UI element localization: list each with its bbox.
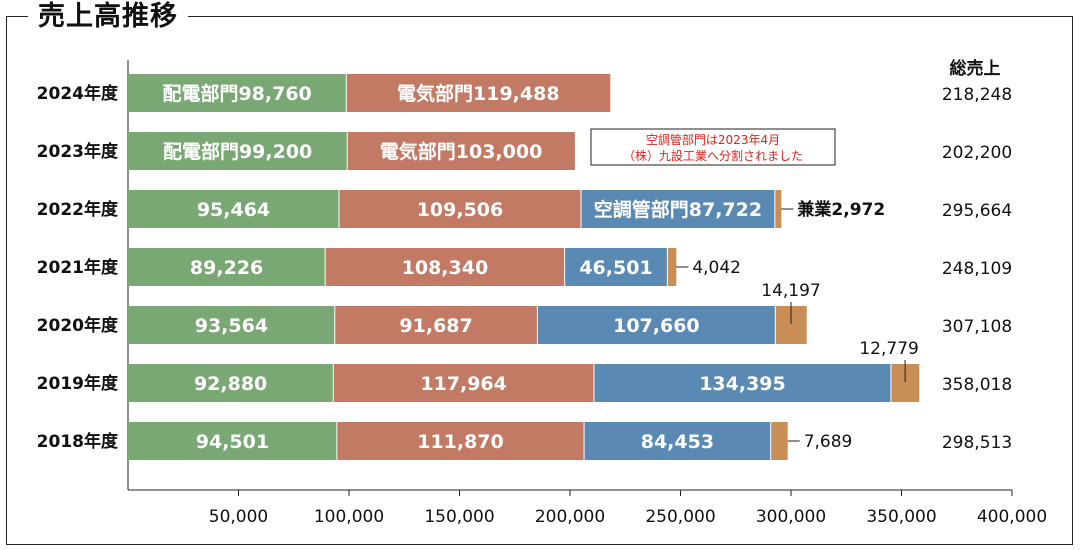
- bar-value-label: 7,689: [804, 432, 853, 452]
- total-value: 358,018: [942, 375, 1012, 395]
- bar-segment: [564, 248, 668, 286]
- bar-segment: [347, 132, 575, 170]
- total-value: 248,109: [942, 259, 1012, 279]
- bar-segment: [128, 74, 347, 112]
- bar-value-label: 空調管部門87,722: [594, 198, 762, 221]
- x-tick-label: 250,000: [645, 507, 715, 527]
- x-tick-label: 300,000: [756, 507, 826, 527]
- bar-value-label: 配電部門99,200: [163, 140, 312, 163]
- bar-segment: [537, 306, 776, 344]
- bar-value-label: 12,779: [859, 339, 918, 359]
- bar-value-label: 電気部門119,488: [397, 82, 560, 105]
- bar-segment: [338, 190, 581, 228]
- x-tick-label: 400,000: [977, 507, 1047, 527]
- annotation-box: [590, 128, 836, 166]
- bar-segment: [334, 306, 538, 344]
- bar-segment: [584, 422, 771, 460]
- category-label: 2021年度: [37, 257, 119, 278]
- total-value: 307,108: [942, 317, 1012, 337]
- bar-value-label: 84,453: [641, 431, 714, 453]
- bar-segment: [774, 190, 782, 228]
- bar-segment: [580, 190, 775, 228]
- total-value: 202,200: [942, 143, 1012, 163]
- bar-value-label: 109,506: [417, 199, 504, 221]
- category-label: 2018年度: [37, 431, 119, 452]
- total-header: 総売上: [950, 58, 1001, 79]
- bar-segment: [333, 364, 594, 402]
- bar-segment: [128, 306, 335, 344]
- category-label: 2020年度: [37, 315, 119, 336]
- total-value: 295,664: [942, 201, 1012, 221]
- annotation-text: 空調管部門は2023年4月: [646, 132, 780, 147]
- category-label: 2023年度: [37, 141, 119, 162]
- bar-segment: [128, 364, 334, 402]
- bar-segment: [128, 132, 348, 170]
- bar-value-label: 107,660: [613, 315, 700, 337]
- bar-value-label: 92,880: [194, 373, 267, 395]
- bar-segment: [336, 422, 585, 460]
- bar-value-label: 91,687: [399, 315, 472, 337]
- bar-segment: [667, 248, 677, 286]
- bar-value-label: 134,395: [699, 373, 786, 395]
- bar-segment: [128, 190, 339, 228]
- bar-value-label: 配電部門98,760: [162, 82, 311, 105]
- x-tick-label: 100,000: [314, 507, 384, 527]
- bar-value-label: 兼業2,972: [797, 199, 885, 220]
- bar-value-label: 117,964: [420, 373, 507, 395]
- bar-value-label: 95,464: [197, 199, 270, 221]
- annotation-text: （株）九設工業へ分割されました: [623, 148, 803, 163]
- category-label: 2024年度: [37, 83, 119, 104]
- chart-title: 売上高推移: [28, 0, 188, 34]
- bar-value-label: 108,340: [402, 257, 489, 279]
- bar-value-label: 89,226: [190, 257, 263, 279]
- x-tick-label: 150,000: [424, 507, 494, 527]
- x-tick-label: 200,000: [535, 507, 605, 527]
- bar-segment: [128, 248, 326, 286]
- total-value: 298,513: [942, 433, 1012, 453]
- category-label: 2019年度: [37, 373, 119, 394]
- category-label: 2022年度: [37, 199, 119, 220]
- x-tick-label: 350,000: [866, 507, 936, 527]
- bar-value-label: 電気部門103,000: [380, 140, 543, 163]
- bar-value-label: 14,197: [761, 281, 820, 301]
- bar-value-label: 4,042: [692, 258, 741, 278]
- bar-segment: [346, 74, 611, 112]
- bar-value-label: 46,501: [579, 257, 652, 279]
- chart-frame: [6, 16, 1073, 545]
- total-value: 218,248: [942, 85, 1012, 105]
- x-tick-label: 50,000: [209, 507, 268, 527]
- bar-value-label: 111,870: [417, 431, 504, 453]
- bar-value-label: 94,501: [196, 431, 269, 453]
- bar-segment: [770, 422, 788, 460]
- bar-value-label: 93,564: [195, 315, 268, 337]
- bar-segment: [593, 364, 891, 402]
- bar-segment: [128, 422, 337, 460]
- bar-segment: [325, 248, 565, 286]
